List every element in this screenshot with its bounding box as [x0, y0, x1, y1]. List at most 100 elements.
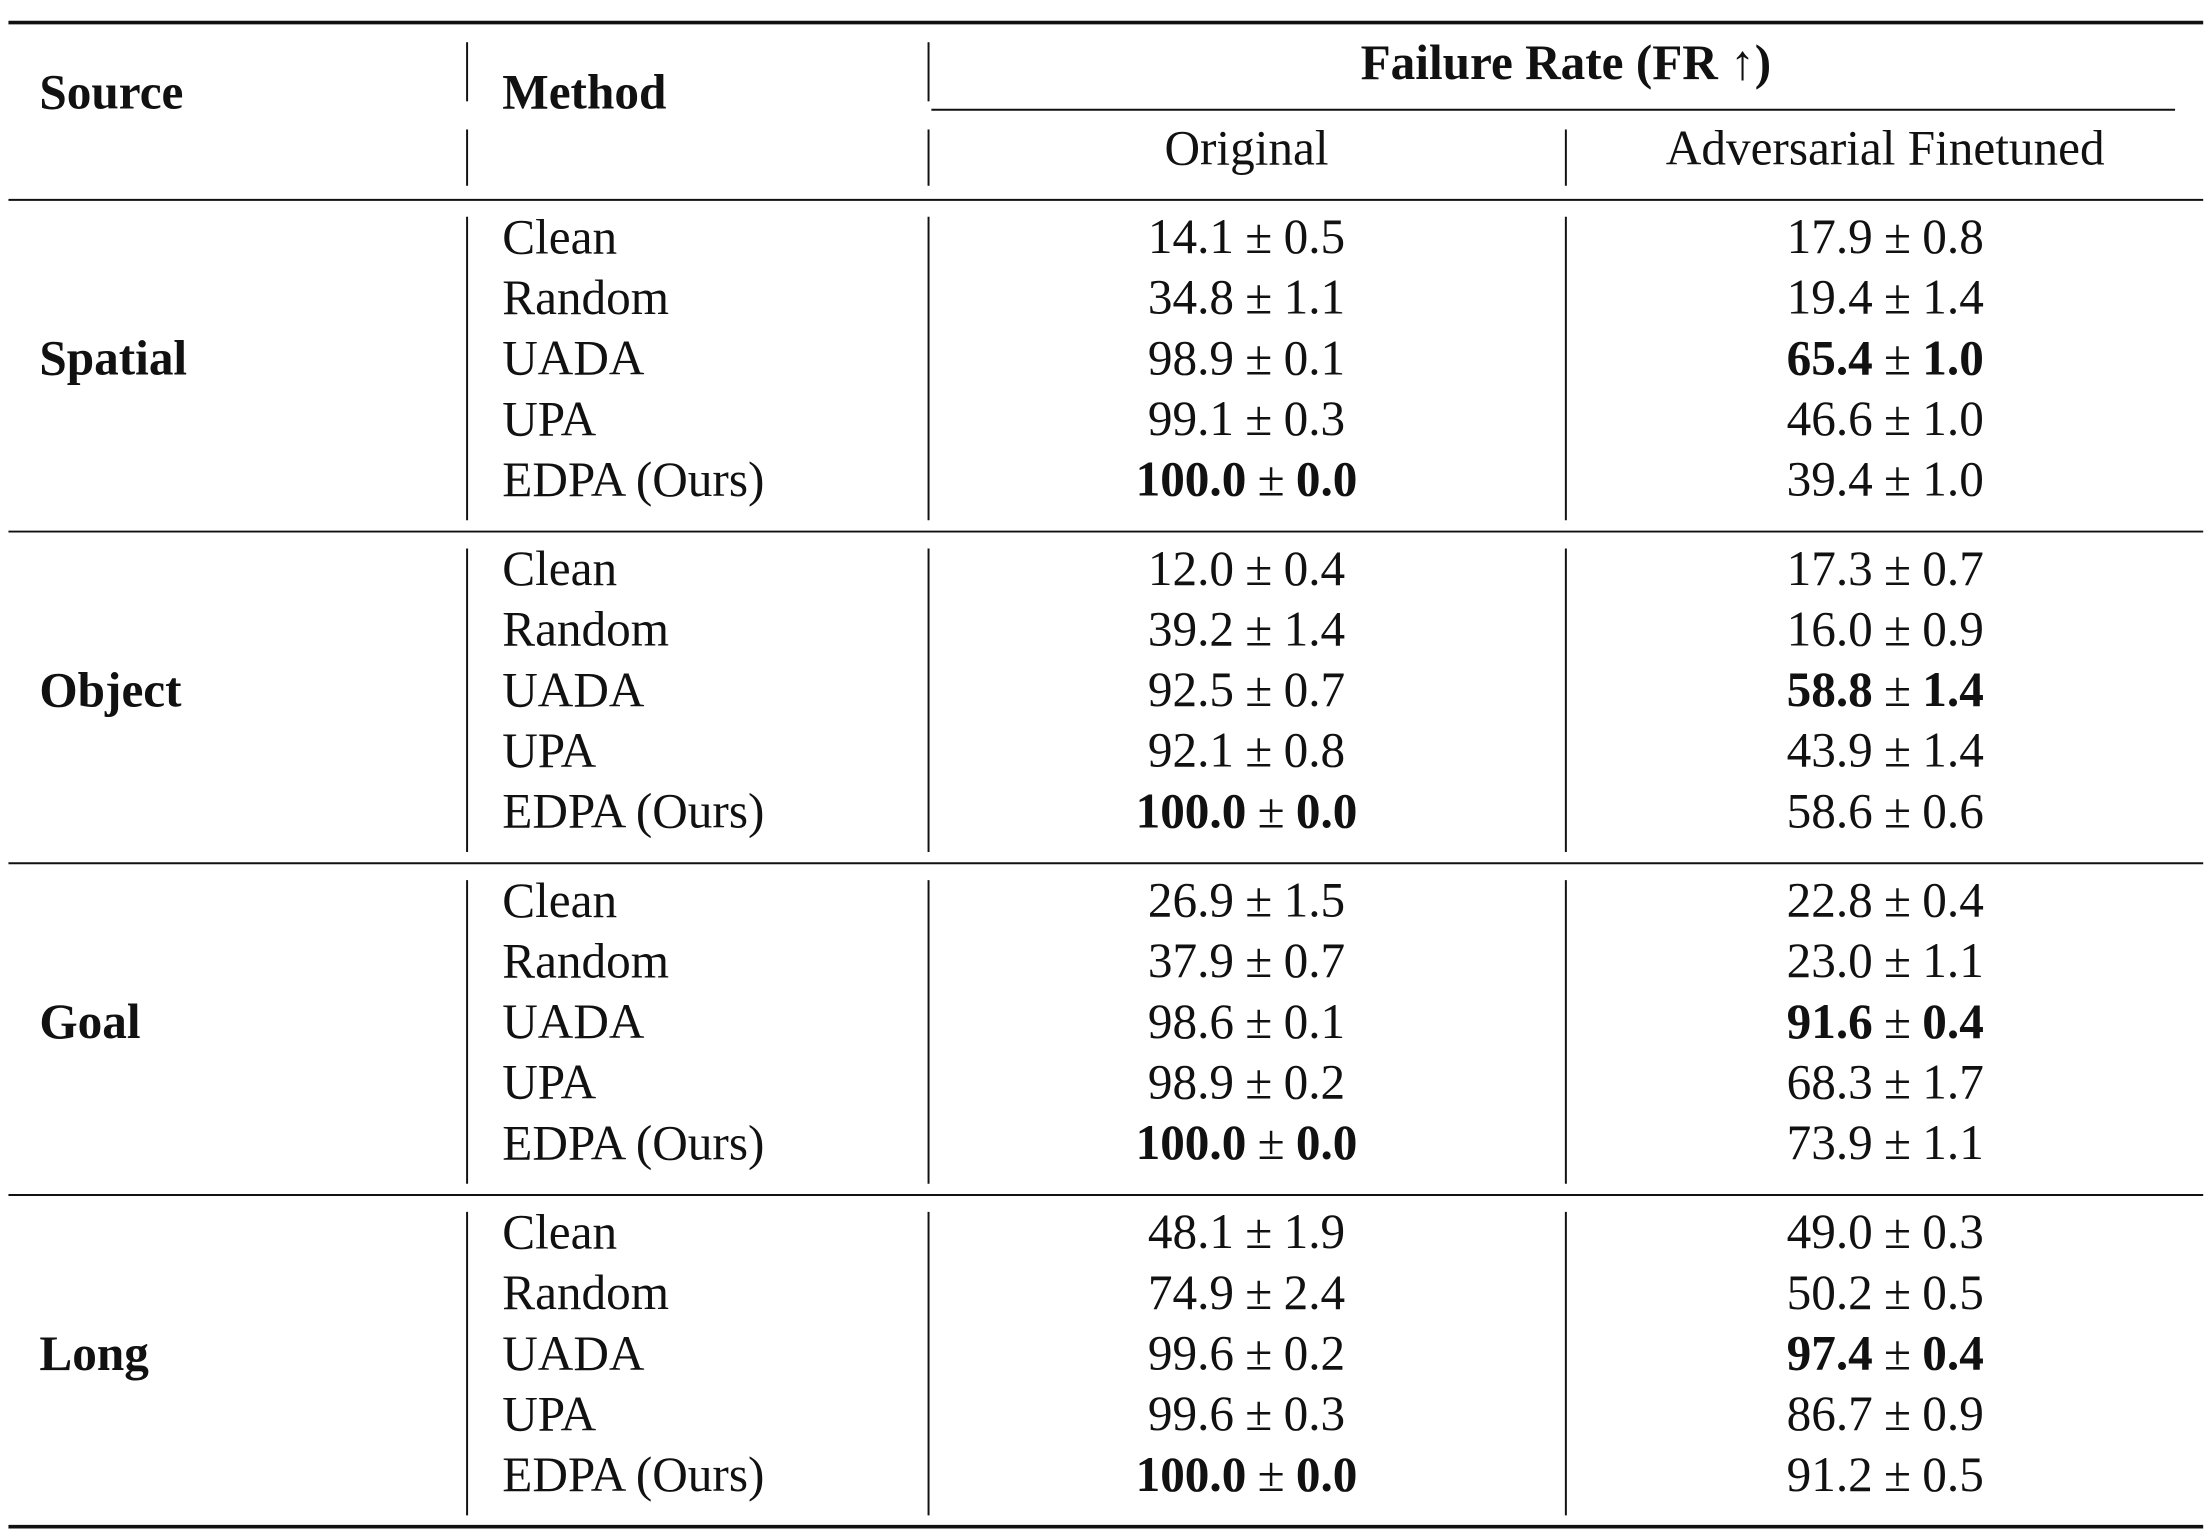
- plus-minus: ±: [1258, 1447, 1285, 1502]
- result-cell: 50.2 ±0.5: [1787, 1265, 1984, 1320]
- result-cell: 98.9 ±0.1: [1148, 331, 1345, 386]
- std: 0.0: [1296, 1115, 1358, 1170]
- std: 1.1: [1922, 1115, 1984, 1170]
- result-cell: 39.2 ±1.4: [1148, 602, 1345, 657]
- std: 0.4: [1922, 994, 1984, 1049]
- mean: 99.6: [1148, 1326, 1234, 1381]
- std: 0.0: [1296, 784, 1358, 839]
- std: 0.5: [1284, 209, 1346, 264]
- std: 0.2: [1284, 1055, 1346, 1110]
- method-label: UPA: [502, 1055, 596, 1110]
- std: 0.3: [1284, 1386, 1346, 1441]
- std: 1.5: [1284, 873, 1346, 928]
- method-label: Clean: [502, 209, 617, 264]
- std: 0.9: [1922, 602, 1984, 657]
- plus-minus: ±: [1884, 1265, 1911, 1320]
- mean: 50.2: [1787, 1265, 1873, 1320]
- std: 0.3: [1922, 1204, 1984, 1259]
- plus-minus: ±: [1884, 452, 1911, 507]
- method-label: UPA: [502, 391, 596, 446]
- mean: 100.0: [1136, 1115, 1247, 1170]
- std: 0.4: [1922, 1326, 1984, 1381]
- plus-minus: ±: [1884, 331, 1911, 386]
- result-cell: 74.9 ±2.4: [1148, 1265, 1345, 1320]
- plus-minus: ±: [1258, 1115, 1285, 1170]
- result-cell: 58.6 ±0.6: [1787, 784, 1984, 839]
- result-cell: 46.6 ±1.0: [1787, 391, 1984, 446]
- std: 0.0: [1296, 452, 1358, 507]
- plus-minus: ±: [1258, 784, 1285, 839]
- result-cell: 100.0 ±0.0: [1136, 1115, 1358, 1170]
- method-label: EDPA (Ours): [502, 1447, 764, 1502]
- result-cell: 68.3 ±1.7: [1787, 1055, 1984, 1110]
- plus-minus: ±: [1884, 209, 1911, 264]
- result-cell: 34.8 ±1.1: [1148, 270, 1345, 325]
- plus-minus: ±: [1245, 391, 1272, 446]
- plus-minus: ±: [1245, 209, 1272, 264]
- std: 1.4: [1284, 602, 1346, 657]
- mean: 39.2: [1148, 602, 1234, 657]
- plus-minus: ±: [1245, 933, 1272, 988]
- plus-minus: ±: [1884, 994, 1911, 1049]
- result-cell: 86.7 ±0.9: [1787, 1386, 1984, 1441]
- std: 1.4: [1922, 723, 1984, 778]
- std: 0.4: [1284, 541, 1346, 596]
- plus-minus: ±: [1245, 602, 1272, 657]
- method-label: Clean: [502, 1204, 617, 1259]
- std: 0.5: [1922, 1447, 1984, 1502]
- result-cell: 92.1 ±0.8: [1148, 723, 1345, 778]
- mean: 48.1: [1148, 1204, 1234, 1259]
- mean: 17.3: [1787, 541, 1873, 596]
- plus-minus: ±: [1245, 873, 1272, 928]
- plus-minus: ±: [1245, 1386, 1272, 1441]
- std: 0.4: [1922, 873, 1984, 928]
- result-cell: 65.4 ±1.0: [1787, 331, 1984, 386]
- method-label: UADA: [502, 1326, 645, 1381]
- result-cell: 99.6 ±0.2: [1148, 1326, 1345, 1381]
- plus-minus: ±: [1884, 1447, 1911, 1502]
- method-label: Random: [502, 933, 669, 988]
- plus-minus: ±: [1884, 873, 1911, 928]
- std: 2.4: [1284, 1265, 1346, 1320]
- method-label: EDPA (Ours): [502, 452, 764, 507]
- plus-minus: ±: [1245, 1055, 1272, 1110]
- result-cell: 37.9 ±0.7: [1148, 933, 1345, 988]
- mean: 91.6: [1787, 994, 1873, 1049]
- plus-minus: ±: [1884, 1386, 1911, 1441]
- plus-minus: ±: [1884, 723, 1911, 778]
- plus-minus: ±: [1884, 602, 1911, 657]
- plus-minus: ±: [1258, 452, 1285, 507]
- mean: 98.9: [1148, 331, 1234, 386]
- result-cell: 16.0 ±0.9: [1787, 602, 1984, 657]
- plus-minus: ±: [1884, 270, 1911, 325]
- result-cell: 23.0 ±1.1: [1787, 933, 1984, 988]
- result-cell: 39.4 ±1.0: [1787, 452, 1984, 507]
- method-label: UPA: [502, 723, 596, 778]
- header-group: Failure Rate (FR ↑): [1361, 35, 1772, 90]
- mean: 14.1: [1148, 209, 1234, 264]
- method-label: EDPA (Ours): [502, 784, 764, 839]
- plus-minus: ±: [1884, 1204, 1911, 1259]
- mean: 46.6: [1787, 391, 1873, 446]
- mean: 34.8: [1148, 270, 1234, 325]
- method-label: UADA: [502, 994, 645, 1049]
- std: 1.0: [1922, 331, 1984, 386]
- mean: 68.3: [1787, 1055, 1873, 1110]
- std: 1.0: [1922, 452, 1984, 507]
- std: 0.8: [1922, 209, 1984, 264]
- plus-minus: ±: [1884, 784, 1911, 839]
- method-label: Random: [502, 602, 669, 657]
- method-label: UADA: [502, 331, 645, 386]
- header-method: Method: [502, 64, 666, 119]
- std: 0.1: [1284, 994, 1346, 1049]
- plus-minus: ±: [1245, 1265, 1272, 1320]
- method-label: Clean: [502, 873, 617, 928]
- mean: 98.9: [1148, 1055, 1234, 1110]
- header-column: Original: [1164, 121, 1328, 176]
- mean: 49.0: [1787, 1204, 1873, 1259]
- source-label: Long: [39, 1326, 149, 1381]
- std: 1.0: [1922, 391, 1984, 446]
- std: 1.9: [1284, 1204, 1346, 1259]
- result-cell: 14.1 ±0.5: [1148, 209, 1345, 264]
- mean: 26.9: [1148, 873, 1234, 928]
